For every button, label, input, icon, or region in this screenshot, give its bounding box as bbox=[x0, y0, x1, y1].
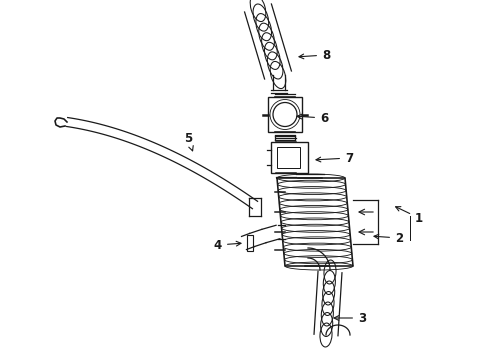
Bar bbox=[271, 142, 308, 173]
Bar bbox=[247, 235, 253, 251]
Bar bbox=[268, 97, 302, 132]
Text: 5: 5 bbox=[184, 131, 193, 151]
Text: 8: 8 bbox=[299, 49, 330, 62]
Text: 1: 1 bbox=[395, 207, 423, 225]
Text: 4: 4 bbox=[214, 239, 241, 252]
Text: 6: 6 bbox=[297, 112, 328, 125]
Text: 7: 7 bbox=[316, 152, 353, 165]
Text: 3: 3 bbox=[334, 311, 366, 324]
Bar bbox=[277, 147, 300, 168]
Text: 2: 2 bbox=[374, 231, 403, 244]
